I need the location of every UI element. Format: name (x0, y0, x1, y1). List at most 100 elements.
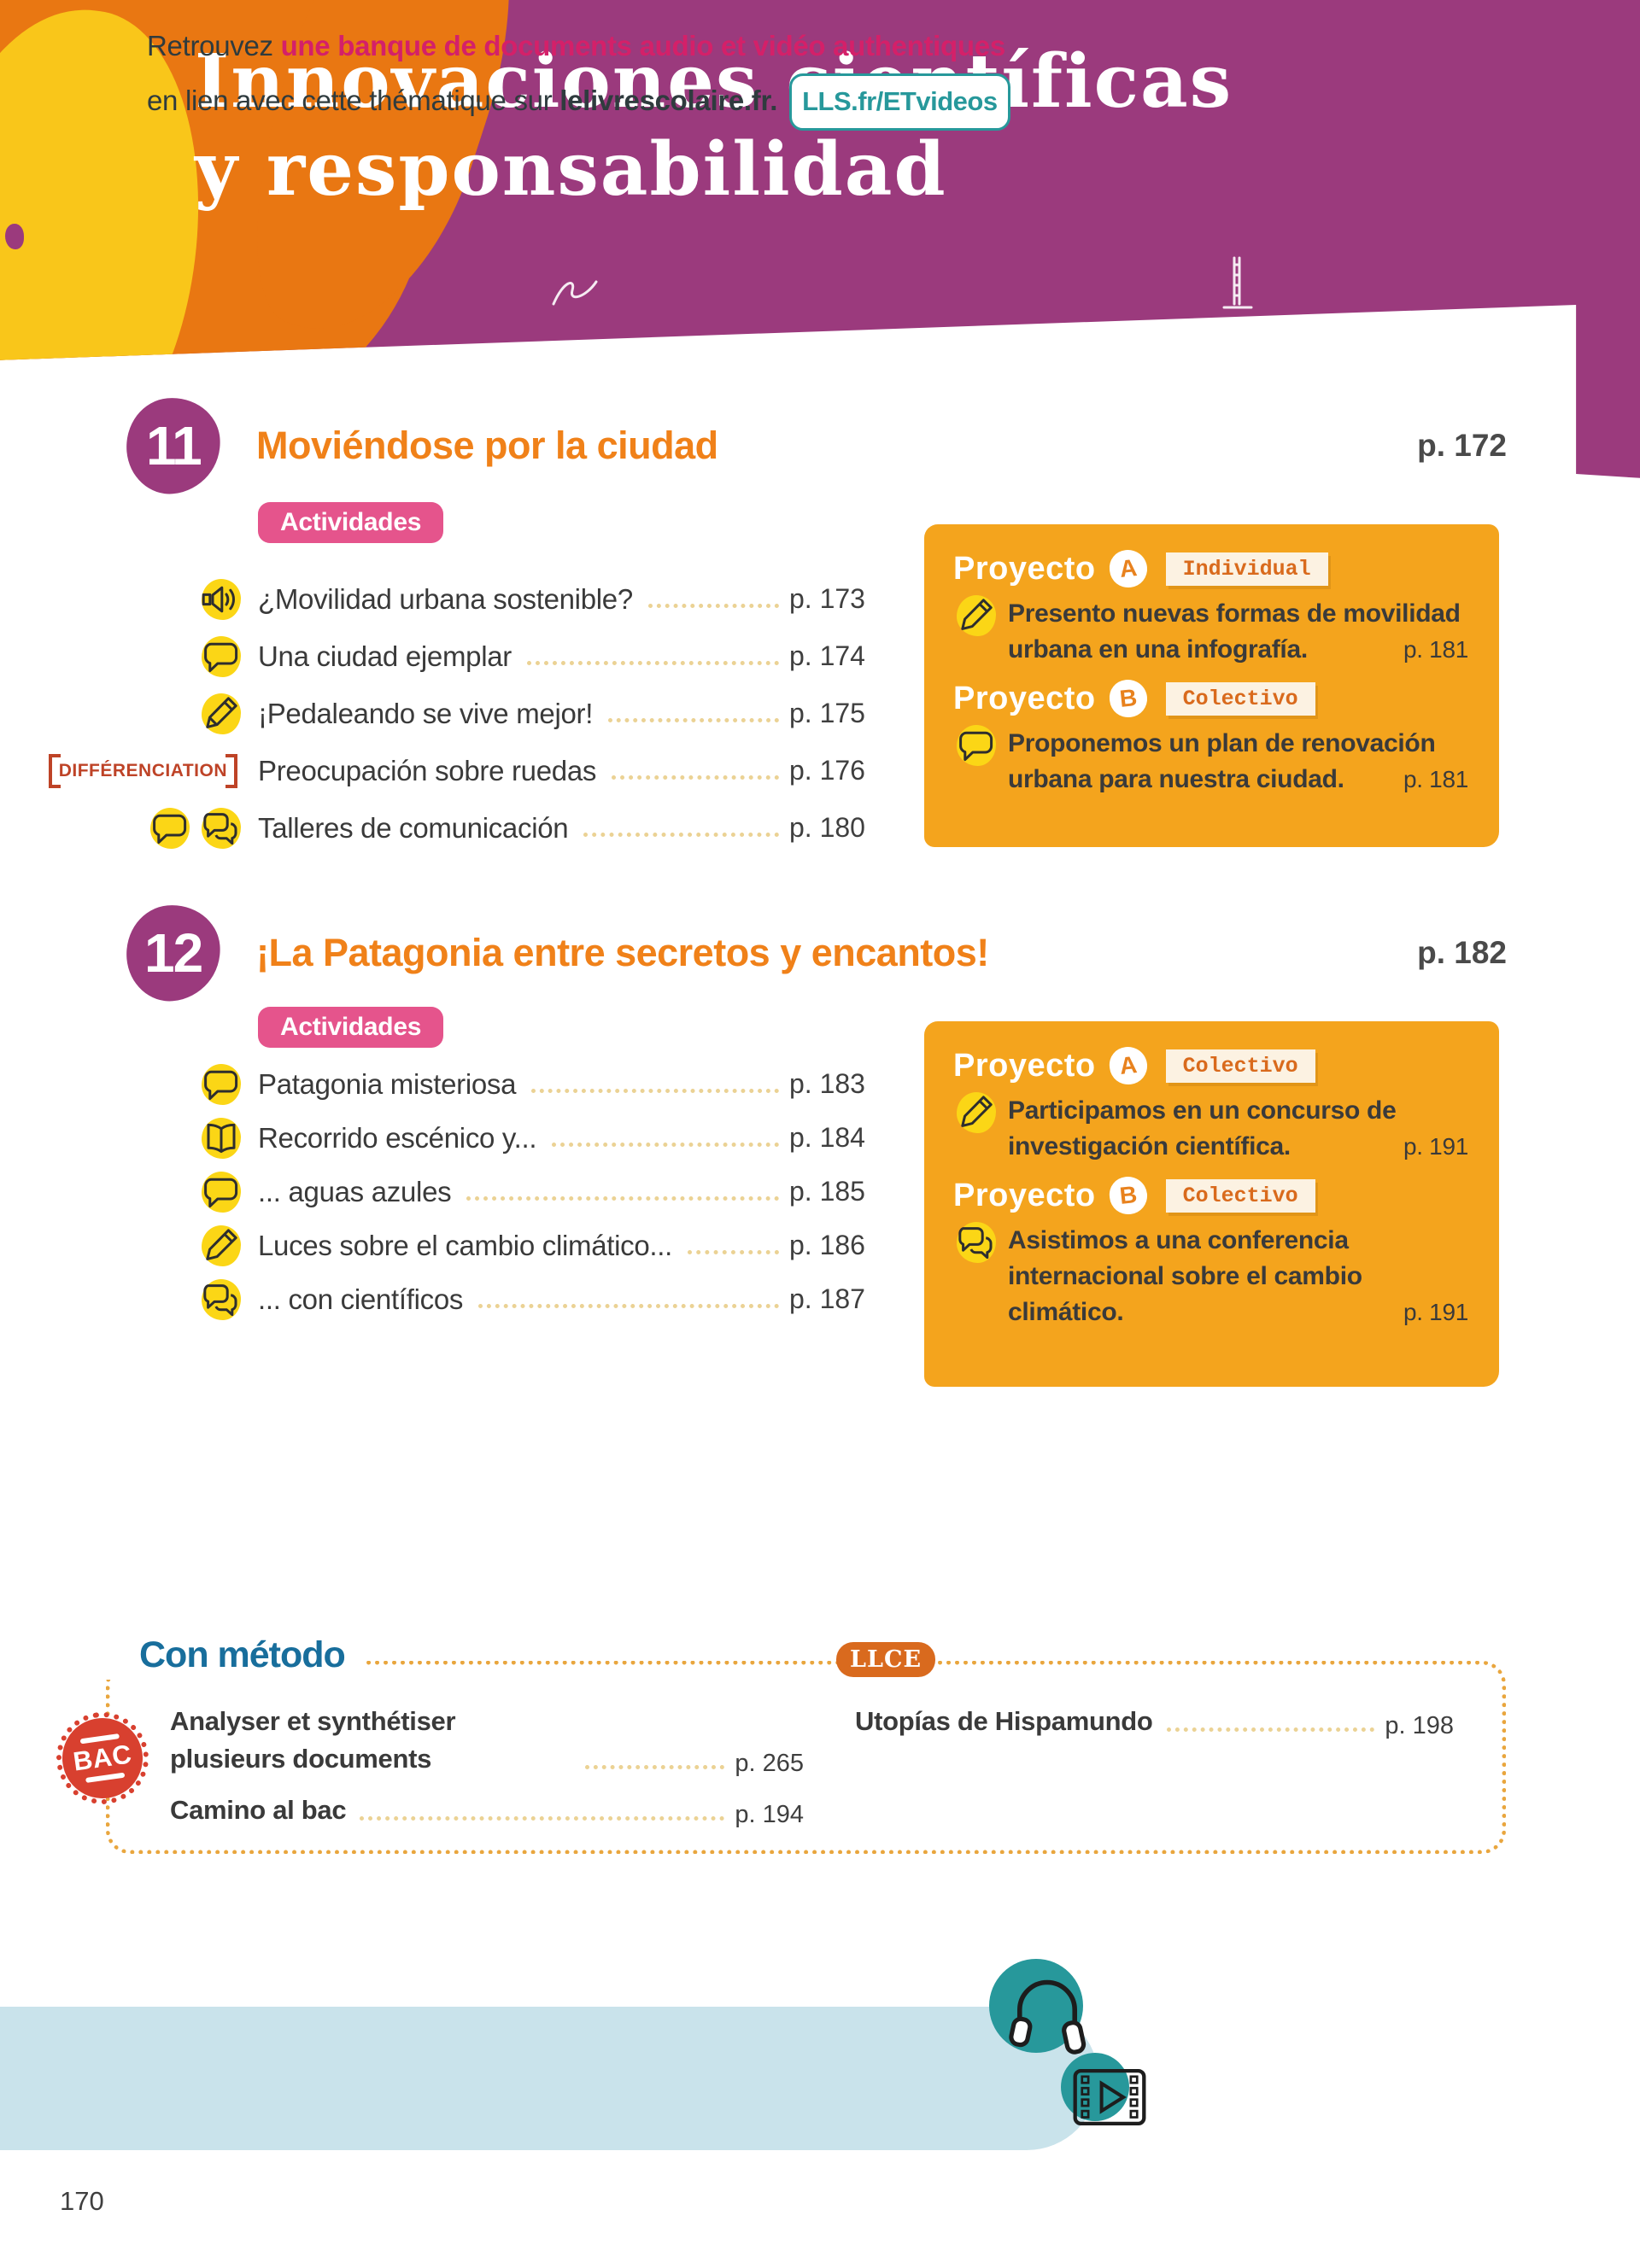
activity-label: Recorrido escénico y... (258, 1121, 537, 1154)
activity-row[interactable]: Patagonia misteriosa p. 183 (126, 1057, 868, 1111)
activity-row[interactable]: Una ciudad ejemplar p. 174 (126, 628, 868, 685)
llce-badge: LLCE (836, 1642, 936, 1677)
activity-page-ref[interactable]: p. 183 (789, 1068, 865, 1099)
chapter-11-header: 11 Moviéndose por la ciudad p. 172 (122, 394, 1507, 498)
activity-row[interactable]: ... aguas azules p. 185 (126, 1165, 868, 1219)
activity-page-ref[interactable]: p. 173 (789, 583, 865, 614)
activity-page-ref[interactable]: p. 176 (789, 755, 865, 786)
project-letter-badge: A (1107, 547, 1149, 590)
project-page-ref[interactable]: p. 191 (1403, 1298, 1468, 1325)
activity-row[interactable]: ¿Movilidad urbana sostenible? p. 173 (126, 570, 868, 628)
unit-title-line2: y responsabilidad (195, 126, 947, 213)
teal-circle (1061, 2053, 1129, 2121)
chapter-11-activities-badge: Actividades (258, 502, 444, 543)
method-item[interactable]: Camino al bac p. 194 (170, 1792, 804, 1829)
paint-dot (128, 376, 137, 384)
speech-bubbles-icon (198, 1277, 244, 1323)
speech-bubble-icon (953, 722, 999, 769)
activity-row[interactable]: Recorrido escénico y... p. 184 (126, 1111, 868, 1165)
chapter-11-title[interactable]: Moviéndose por la ciudad (256, 424, 718, 467)
unit-title: Innovaciones científicas y responsabilid… (195, 38, 1233, 213)
chapter-12-title[interactable]: ¡La Patagonia entre secretos y encantos! (256, 931, 989, 974)
dotted-leader (688, 1250, 779, 1254)
project-letter-badge: B (1107, 677, 1149, 720)
project-b-header: Proyecto B Colectivo (953, 1174, 1468, 1217)
project-b-item[interactable]: Proponemos un plan de renovación urbana … (953, 725, 1468, 798)
speech-bubble-icon (198, 1061, 244, 1108)
activity-label: Luces sobre el cambio climático... (258, 1229, 673, 1261)
method-item-page-ref[interactable]: p. 198 (1385, 1712, 1454, 1740)
project-letter-badge: B (1107, 1174, 1149, 1217)
method-item[interactable]: Utopías de Hispamundo p. 198 (855, 1703, 1454, 1740)
dotted-leader (552, 1143, 779, 1147)
project-label: Proyecto (953, 550, 1096, 587)
project-a-header: Proyecto A Individual (953, 547, 1468, 590)
method-item-page-ref[interactable]: p. 194 (735, 1801, 804, 1829)
activity-row[interactable]: Talleres de comunicación p. 180 (126, 799, 868, 856)
project-page-ref[interactable]: p. 181 (1403, 765, 1468, 792)
dotted-leader (1166, 1727, 1375, 1733)
method-item-page-ref[interactable]: p. 265 (735, 1750, 804, 1778)
dotted-leader (608, 718, 779, 722)
speech-bubbles-icon (953, 1219, 999, 1266)
activity-row[interactable]: Luces sobre el cambio climático... p. 18… (126, 1219, 868, 1272)
activity-row[interactable]: DIFFÉRENCIATION Preocupación sobre rueda… (48, 742, 868, 799)
speech-bubble-icon (198, 634, 244, 680)
video-player-icon[interactable] (1073, 2068, 1146, 2126)
con-metodo-right-column: Utopías de Hispamundo p. 198 (855, 1703, 1454, 1843)
footer-text: Retrouvez (147, 30, 281, 61)
project-mode-tag: Colectivo (1165, 1178, 1315, 1213)
project-text: Participamos en un concurso de investiga… (1008, 1093, 1468, 1165)
activity-row[interactable]: ¡Pedaleando se vive mejor! p. 175 (126, 685, 868, 742)
project-page-ref[interactable]: p. 191 (1403, 1132, 1468, 1160)
activity-label: ¿Movilidad urbana sostenible? (258, 582, 633, 615)
project-letter-badge: A (1107, 1044, 1149, 1087)
project-a-item[interactable]: Presento nuevas formas de movilidad urba… (953, 595, 1468, 668)
con-metodo-section: Con método LLCE BAC Analyser et synthéti… (56, 1634, 1506, 1854)
activity-label: Preocupación sobre ruedas (258, 754, 597, 786)
chapter-12-page-ref[interactable]: p. 182 (1417, 935, 1507, 970)
footer-text: en lien avec cette thématique sur (147, 85, 560, 117)
project-a-item[interactable]: Participamos en un concurso de investiga… (953, 1092, 1468, 1165)
activity-page-ref[interactable]: p. 186 (789, 1230, 865, 1260)
activity-label: ... con científicos (258, 1283, 464, 1315)
project-page-ref[interactable]: p. 181 (1403, 635, 1468, 663)
paint-dot (5, 224, 24, 249)
chapter-12-activity-list: Patagonia misteriosa p. 183 Recorrido es… (126, 1057, 868, 1326)
lls-link-badge[interactable]: LLS.fr/ETvideos (789, 73, 1010, 131)
con-metodo-left-column: Analyser et synthétiser plusieurs docume… (170, 1703, 804, 1843)
dotted-leader (478, 1304, 779, 1308)
pencil-icon (198, 691, 244, 737)
project-text: Proponemos un plan de renovación urbana … (1008, 726, 1468, 798)
media-bank-banner (0, 2007, 1098, 2150)
project-mode-tag: Colectivo (1165, 681, 1315, 716)
book-icon (198, 1115, 244, 1161)
activity-page-ref[interactable]: p. 187 (789, 1283, 865, 1314)
dotted-leader (583, 833, 779, 837)
activity-page-ref[interactable]: p. 184 (789, 1122, 865, 1153)
dotted-leader (647, 604, 779, 608)
project-label: Proyecto (953, 1047, 1096, 1084)
project-a-header: Proyecto A Colectivo (953, 1044, 1468, 1087)
dotted-leader (526, 661, 779, 665)
activity-page-ref[interactable]: p. 175 (789, 698, 865, 728)
chapter-11-number-badge: 11 (122, 394, 225, 498)
footer-site-name: lelivrescolaire.fr. (559, 85, 778, 117)
project-b-item[interactable]: Asistimos a una conferencia internaciona… (953, 1222, 1468, 1330)
chapter-11-page-ref[interactable]: p. 172 (1417, 428, 1507, 463)
activity-page-ref[interactable]: p. 174 (789, 640, 865, 671)
project-mode-tag: Colectivo (1165, 1049, 1315, 1083)
audio-icon (198, 576, 244, 623)
chapter-11-activity-list: ¿Movilidad urbana sostenible? p. 173 Una… (48, 570, 868, 856)
dotted-leader (585, 1765, 725, 1770)
unit-title-line1: Innovaciones científicas (195, 38, 1233, 125)
con-metodo-title: Con método (105, 1634, 366, 1680)
dotted-leader (466, 1196, 779, 1201)
activity-page-ref[interactable]: p. 185 (789, 1176, 865, 1207)
method-item[interactable]: Analyser et synthétiser plusieurs docume… (170, 1703, 804, 1778)
activity-page-ref[interactable]: p. 180 (789, 812, 865, 843)
project-text: Presento nuevas formas de movilidad urba… (1008, 596, 1468, 668)
media-bank-text: Retrouvez une banque de documents audio … (147, 19, 1010, 131)
activity-row[interactable]: ... con científicos p. 187 (126, 1272, 868, 1326)
